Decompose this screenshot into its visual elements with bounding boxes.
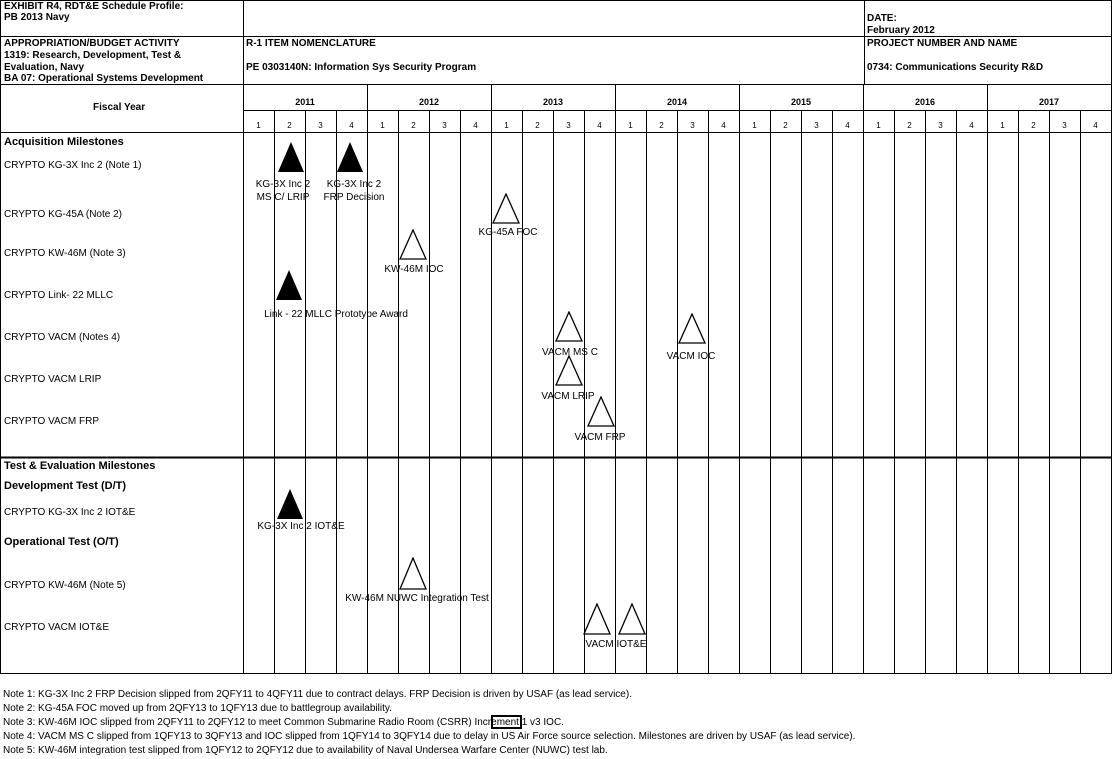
row-label-vacm-iote: CRYPTO VACM IOT&E [4, 622, 110, 633]
activity-label: APPROPRIATION/BUDGET ACTIVITY [4, 38, 180, 49]
row-label-kg3x-iote: CRYPTO KG-3X Inc 2 IOT&E [4, 507, 136, 518]
filled-triangle-icon [278, 142, 304, 172]
milestone-label-kg3x-frp: KG-3X Inc 2 FRP Decision [323, 179, 385, 203]
quarter-label: 1 [504, 121, 509, 130]
row-label-vacm-lrip: CRYPTO VACM LRIP [4, 374, 102, 385]
quarter-label: 3 [690, 121, 695, 130]
row-label-kw46m-test: CRYPTO KW-46M (Note 5) [4, 580, 126, 591]
quarter-label: 1 [1000, 121, 1005, 130]
selection-box [491, 715, 522, 729]
quarter-label: 2 [783, 121, 788, 130]
quarter-label: 2 [659, 121, 664, 130]
quarter-label: 4 [845, 121, 850, 130]
note-4: Note 4: VACM MS C slipped from 1QFY13 to… [3, 731, 856, 742]
row-label-vacm: CRYPTO VACM (Notes 4) [4, 332, 121, 343]
year-label: 2015 [790, 97, 812, 107]
milestone-label-kg3x-iote: KG-3X Inc 2 IOT&E [257, 521, 345, 532]
milestone-label-kw46m-test: KW-46M NUWC Integration Test [345, 593, 489, 604]
open-triangle-icon [587, 396, 615, 427]
quarter-label: 1 [752, 121, 757, 130]
quarter-label: 3 [814, 121, 819, 130]
quarter-label: 2 [1031, 121, 1036, 130]
activity-line3: BA 07: Operational Systems Development [4, 73, 204, 84]
year-label: 2016 [914, 97, 936, 107]
project-value: 0734: Communications Security R&D [867, 62, 1044, 73]
open-triangle-icon [399, 229, 427, 260]
quarter-label: 3 [442, 121, 447, 130]
milestone-label-link22-award: Link - 22 MLLC Prototype Award [264, 309, 408, 320]
quarter-label: 3 [318, 121, 323, 130]
date-label: DATE: [867, 13, 897, 24]
exhibit-title: EXHIBIT R4, RDT&E Schedule Profile: [4, 1, 184, 12]
row-label-kg3x: CRYPTO KG-3X Inc 2 (Note 1) [4, 160, 142, 171]
quarter-label: 1 [876, 121, 881, 130]
activity-line2: Evaluation, Navy [4, 62, 85, 73]
note-3: Note 3: KW-46M IOC slipped from 2QFY11 t… [3, 717, 564, 728]
milestone-label-kg45a-foc: KG-45A FOC [478, 227, 538, 238]
quarter-label: 4 [597, 121, 602, 130]
pb-label: PB 2013 Navy [4, 12, 70, 23]
row-label-kw46m: CRYPTO KW-46M (Note 3) [4, 248, 126, 259]
quarter-label: 4 [969, 121, 974, 130]
filled-triangle-icon [276, 270, 302, 300]
year-label: 2011 [295, 97, 315, 107]
section-test-eval: Test & Evaluation Milestones [4, 460, 156, 472]
milestone-label-vacm-lrip: VACM LRIP [541, 391, 595, 402]
milestone-label-vacm-ioc: VACM IOC [666, 351, 716, 362]
year-label: 2012 [418, 97, 440, 107]
quarter-label: 2 [411, 121, 416, 130]
quarter-label: 2 [907, 121, 912, 130]
fiscal-year-label: Fiscal Year [93, 102, 146, 113]
note-5: Note 5: KW-46M integration test slipped … [3, 745, 608, 756]
milestone-label-vacm-msc: VACM MS C [542, 347, 598, 358]
year-label: 2013 [542, 97, 564, 107]
quarter-label: 3 [1062, 121, 1067, 130]
quarter-label: 4 [1093, 121, 1098, 130]
quarter-label: 1 [256, 121, 261, 130]
project-label: PROJECT NUMBER AND NAME [867, 38, 1018, 49]
quarter-label: 1 [380, 121, 385, 130]
section-op-test: Operational Test (O/T) [4, 536, 119, 548]
quarter-label: 1 [628, 121, 633, 130]
row-label-link22: CRYPTO Link- 22 MLLC [4, 290, 114, 301]
row-label-vacm-frp: CRYPTO VACM FRP [4, 416, 100, 427]
milestone-label-kg3x-msc: KG-3X Inc 2 MS C/ LRIP [255, 179, 311, 203]
quarter-label: 2 [287, 121, 292, 130]
quarter-label: 4 [721, 121, 726, 130]
milestone-label-vacm-frp: VACM FRP [574, 432, 626, 443]
filled-triangle-icon [277, 489, 303, 519]
note-2: Note 2: KG-45A FOC moved up from 2QFY13 … [3, 703, 392, 714]
section-dev-test: Development Test (D/T) [4, 480, 127, 492]
quarter-label: 4 [349, 121, 354, 130]
milestone-label-vacm-iote: VACM IOT&E [585, 639, 647, 650]
note-1: Note 1: KG-3X Inc 2 FRP Decision slipped… [3, 689, 632, 700]
quarter-label: 3 [566, 121, 571, 130]
open-triangle-icon [492, 193, 520, 224]
quarter-label: 2 [535, 121, 540, 130]
year-label: 2014 [666, 97, 688, 107]
row-label-kg45a: CRYPTO KG-45A (Note 2) [4, 209, 123, 220]
open-triangle-icon [399, 557, 427, 590]
nomenclature-label: R-1 ITEM NOMENCLATURE [246, 38, 376, 49]
activity-line1: 1319: Research, Development, Test & [4, 50, 182, 61]
year-label: 2017 [1038, 97, 1060, 107]
open-triangle-icon [618, 603, 646, 635]
milestone-label-kw46m-ioc: KW-46M IOC [384, 264, 444, 275]
nomenclature-value: PE 0303140N: Information Sys Security Pr… [246, 62, 477, 73]
open-triangle-icon [555, 355, 583, 386]
open-triangle-icon [678, 313, 706, 344]
open-triangle-icon [583, 603, 611, 635]
date-value: February 2012 [867, 25, 935, 36]
filled-triangle-icon [337, 142, 363, 172]
quarter-label: 3 [938, 121, 943, 130]
quarter-label: 4 [473, 121, 478, 130]
open-triangle-icon [555, 311, 583, 342]
section-acquisition: Acquisition Milestones [4, 136, 124, 148]
